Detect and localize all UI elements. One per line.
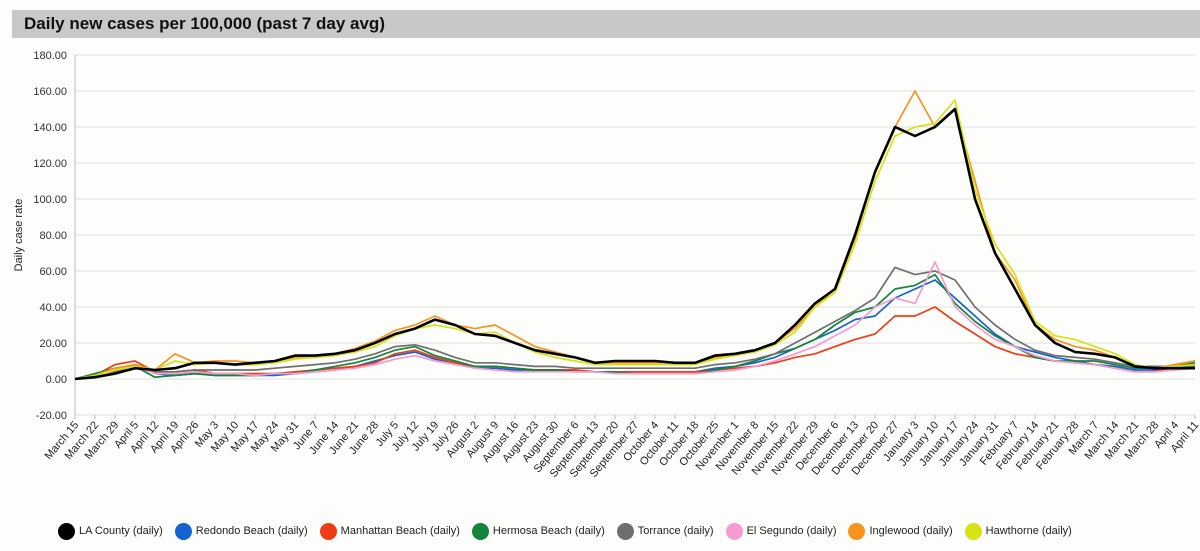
series-line (74, 99, 1196, 380)
y-tick-label: 40.00 (39, 302, 67, 314)
line-chart: -20.00 0.00 20.00 40.00 60.00 80.00 100.00 120.… (13, 50, 1200, 480)
legend-item[interactable]: Manhattan Beach (daily) (319, 522, 460, 540)
legend-label: Hermosa Beach (daily) (492, 525, 605, 537)
y-tick-label: 20.00 (39, 338, 67, 350)
legend-swatch (319, 522, 337, 540)
series-line (74, 266, 1195, 380)
y-tick-label: 180.00 (33, 50, 67, 62)
y-tick-label: -20.00 (36, 410, 67, 422)
y-tick-label: 0.00 (46, 374, 67, 386)
legend-label: Redondo Beach (daily) (195, 525, 308, 537)
legend-swatch (58, 522, 75, 540)
y-axis-label: Daily case rate (13, 199, 25, 272)
legend-label: LA County (daily) (79, 525, 163, 537)
legend-item[interactable]: Inglewood (daily) (848, 522, 953, 540)
legend-item[interactable]: El Segundo (daily) (725, 522, 837, 540)
legend-label: Inglewood (daily) (869, 525, 953, 537)
series-line (74, 306, 1196, 380)
legend-item[interactable]: LA County (daily) (58, 522, 163, 540)
legend-item[interactable]: Torrance (daily) (616, 522, 714, 540)
legend-swatch (725, 522, 743, 540)
chart-title-bar: Daily new cases per 100,000 (past 7 day … (12, 10, 1200, 38)
legend-item[interactable]: Hermosa Beach (daily) (471, 522, 605, 540)
chart-title: Daily new cases per 100,000 (past 7 day … (24, 14, 385, 33)
chart-legend: LA County (daily) Redondo Beach (daily) Ma… (58, 519, 1072, 543)
y-tick-label: 140.00 (33, 122, 67, 134)
y-tick-label: 120.00 (33, 158, 67, 170)
y-tick-label: 160.00 (33, 86, 67, 98)
legend-swatch (848, 522, 866, 540)
legend-label: Hawthorne (daily) (985, 525, 1072, 537)
y-tick-label: 80.00 (39, 230, 67, 242)
y-tick-label: 60.00 (39, 266, 67, 278)
series-line (74, 107, 1195, 381)
y-tick-label: 100.00 (33, 194, 67, 206)
legend-item[interactable]: Redondo Beach (daily) (174, 522, 308, 540)
legend-label: Torrance (daily) (637, 525, 714, 537)
legend-label: El Segundo (daily) (746, 525, 837, 537)
legend-swatch (964, 522, 982, 540)
legend-item[interactable]: Hawthorne (daily) (964, 522, 1072, 540)
legend-swatch (616, 522, 634, 540)
legend-swatch (174, 522, 192, 540)
legend-swatch (471, 522, 489, 540)
series-line (74, 261, 1196, 380)
legend-label: Manhattan Beach (daily) (340, 525, 460, 537)
